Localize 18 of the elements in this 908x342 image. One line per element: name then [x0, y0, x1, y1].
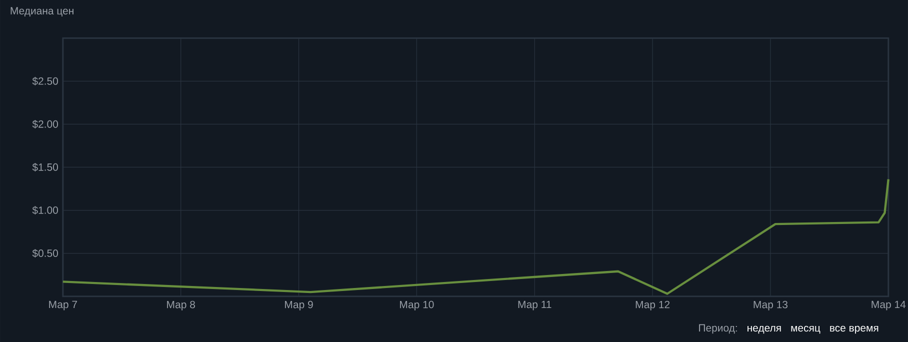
- text: все время: [830, 326, 878, 334]
- x-tick-label: Мар 9: [285, 300, 313, 310]
- chart-title: Медиана цен: [10, 7, 74, 16]
- x-tick-label: Мар 7: [49, 300, 77, 310]
- text: месяц: [791, 326, 820, 334]
- x-tick-label: Мар 12: [636, 300, 670, 310]
- text: Период:: [699, 324, 737, 334]
- y-tick-label: $1.00: [32, 206, 58, 215]
- y-tick-label: $2.00: [32, 120, 58, 128]
- x-tick-label: Мар 8: [167, 300, 195, 310]
- y-tick-label: $1.50: [32, 163, 58, 172]
- y-tick-label: $0.50: [32, 249, 58, 258]
- x-tick-label: Мар 10: [400, 300, 434, 310]
- text: неделя: [748, 326, 781, 334]
- x-tick-label: Мар 11: [518, 300, 552, 310]
- x-tick-label: Мар 13: [754, 300, 788, 310]
- x-tick-label: Мар 14: [872, 300, 906, 310]
- y-tick-label: $2.50: [32, 76, 58, 86]
